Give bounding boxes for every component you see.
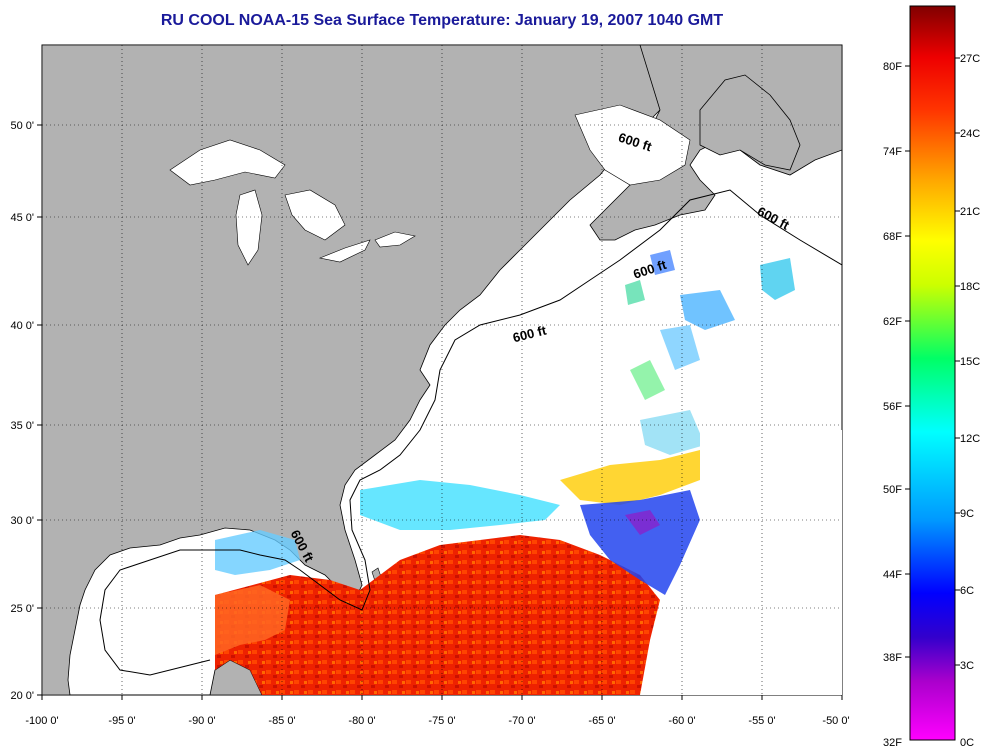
sst-north-patch-2 — [625, 280, 645, 305]
sst-gulf-north — [215, 530, 300, 575]
colorbar-c-label: 24C — [960, 128, 980, 140]
sst-north-patch-7 — [650, 250, 675, 275]
sst-yellow-band — [560, 450, 700, 505]
colorbar-fahrenheit-labels: 80F 74F 68F 62F 56F 50F 44F 38F 32F — [883, 61, 902, 749]
newfoundland-land — [699, 74, 801, 171]
axis-ticks — [37, 124, 843, 700]
lake-superior — [169, 139, 286, 186]
colorbar-c-label: 9C — [960, 508, 974, 520]
sst-north-patch-5 — [660, 325, 700, 370]
north-america-land — [42, 45, 721, 695]
sst-cyan-band — [360, 480, 560, 530]
sst-north-patch-4 — [630, 360, 665, 400]
latitude-labels: 50 0' 45 0' 40 0' 35 0' 30 0' 25 0' 20 0… — [10, 120, 34, 702]
lon-tick-label: -65 0' — [588, 715, 615, 727]
lake-ontario — [374, 231, 416, 248]
isobath-600ft-line — [99, 189, 842, 676]
colorbar-c-label: 0C — [960, 737, 974, 749]
sst-blue-band — [580, 490, 700, 595]
sst-north-patch-3 — [680, 290, 735, 330]
colorbar-ticks — [905, 57, 960, 666]
lon-tick-label: -55 0' — [748, 715, 775, 727]
colorbar-f-label: 62F — [883, 316, 902, 328]
sst-north-patch-1 — [760, 258, 795, 300]
lat-tick-label: 30 0' — [10, 515, 34, 527]
lat-tick-label: 40 0' — [10, 320, 34, 332]
graticule — [42, 45, 842, 695]
lon-tick-label: -90 0' — [188, 715, 215, 727]
lon-tick-label: -80 0' — [348, 715, 375, 727]
colorbar-f-label: 56F — [883, 401, 902, 413]
sst-orange-west — [215, 585, 290, 655]
colorbar — [909, 5, 956, 741]
lat-tick-label: 35 0' — [10, 420, 34, 432]
lake-erie — [318, 239, 371, 263]
gulf-st-lawrence — [574, 104, 691, 186]
lon-tick-label: -70 0' — [508, 715, 535, 727]
colorbar-f-label: 38F — [883, 652, 902, 664]
lake-michigan — [235, 189, 263, 266]
longitude-labels: -100 0' -95 0' -90 0' -85 0' -80 0' -75 … — [25, 715, 849, 727]
colorbar-c-label: 27C — [960, 53, 980, 65]
sst-north-patch-6 — [640, 410, 705, 455]
lat-tick-label: 50 0' — [10, 120, 34, 132]
lon-tick-label: -50 0' — [822, 715, 849, 727]
colorbar-f-label: 32F — [883, 737, 902, 749]
lon-tick-label: -95 0' — [108, 715, 135, 727]
colorbar-f-label: 68F — [883, 231, 902, 243]
sst-purple-patch — [625, 510, 660, 535]
lon-tick-label: -100 0' — [25, 715, 58, 727]
colorbar-f-label: 74F — [883, 146, 902, 158]
colorbar-c-label: 18C — [960, 281, 980, 293]
colorbar-c-label: 3C — [960, 660, 974, 672]
lat-tick-label: 20 0' — [10, 690, 34, 702]
colorbar-f-label: 80F — [883, 61, 902, 73]
lon-tick-label: -85 0' — [268, 715, 295, 727]
swath-edge — [640, 430, 842, 695]
colorbar-c-label: 15C — [960, 356, 980, 368]
lake-huron — [284, 189, 346, 241]
lat-tick-label: 45 0' — [10, 212, 34, 224]
colorbar-c-label: 12C — [960, 433, 980, 445]
colorbar-celsius-labels: 27C 24C 21C 18C 15C 12C 9C 6C 3C 0C — [960, 53, 980, 749]
colorbar-c-label: 21C — [960, 206, 980, 218]
colorbar-c-label: 6C — [960, 585, 974, 597]
colorbar-f-label: 50F — [883, 484, 902, 496]
sst-warm-region — [215, 535, 660, 695]
lon-tick-label: -60 0' — [668, 715, 695, 727]
lat-tick-label: 25 0' — [10, 603, 34, 615]
colorbar-f-label: 44F — [883, 569, 902, 581]
map-title: RU COOL NOAA-15 Sea Surface Temperature:… — [160, 12, 724, 29]
lon-tick-label: -75 0' — [428, 715, 455, 727]
